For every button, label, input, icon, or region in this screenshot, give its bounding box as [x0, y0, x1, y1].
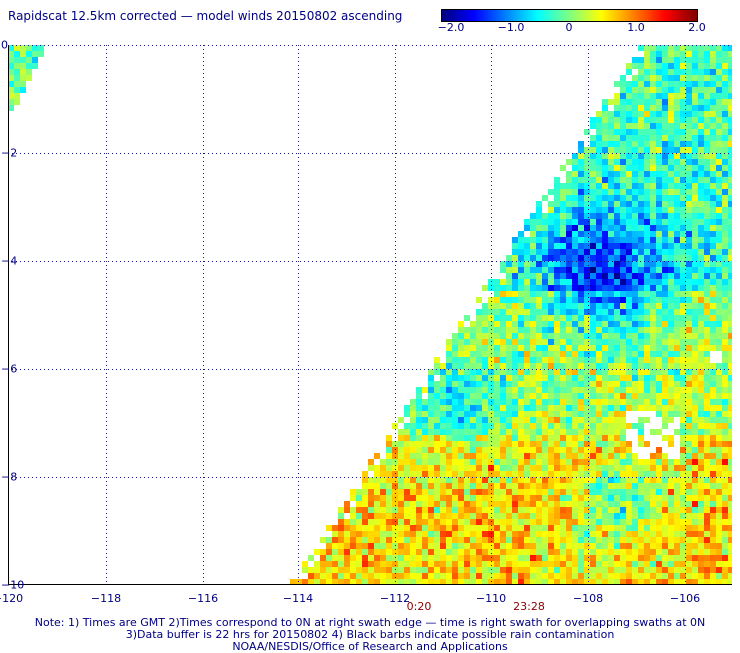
longitude-label: −114: [282, 592, 314, 605]
colorbar-tick-label: −1.0: [497, 21, 525, 34]
footnote-line-2: 3)Data buffer is 22 hrs for 20150802 4) …: [125, 628, 615, 641]
longitude-label: −108: [572, 592, 604, 605]
footnote-line-1: Note: 1) Times are GMT 2)Times correspon…: [34, 616, 706, 629]
colorbar: [441, 9, 698, 22]
colorbar-tick-label: 1.0: [627, 21, 645, 34]
longitude-label: −112: [379, 592, 411, 605]
colorbar-tick-label: −2.0: [437, 21, 465, 34]
latitude-label: −4: [1, 254, 18, 268]
graticule: [8, 45, 732, 585]
footnote-credit: NOAA/NESDIS/Office of Research and Appli…: [232, 640, 508, 653]
latitude-label: 0: [1, 38, 8, 52]
latitude-label: −6: [1, 362, 18, 376]
map-plot-area: [8, 45, 732, 585]
latitude-label: −2: [1, 146, 18, 160]
colorbar-tick-label: 0: [565, 21, 573, 34]
swath-time-label: 0:20: [406, 600, 432, 613]
longitude-label: −120: [0, 592, 24, 605]
longitude-label: −116: [187, 592, 219, 605]
colorbar-tick-label: 2.0: [688, 21, 706, 34]
longitude-label: −110: [475, 592, 507, 605]
latitude-label: −10: [1, 578, 25, 592]
swath-time-label: 23:28: [513, 600, 545, 613]
map-title: Rapidscat 12.5km corrected — model winds…: [8, 9, 403, 23]
longitude-label: −118: [90, 592, 122, 605]
longitude-label: −106: [669, 592, 701, 605]
wind-difference-map: [8, 45, 732, 585]
latitude-label: −8: [1, 470, 18, 484]
swath-pixels: [8, 45, 732, 585]
